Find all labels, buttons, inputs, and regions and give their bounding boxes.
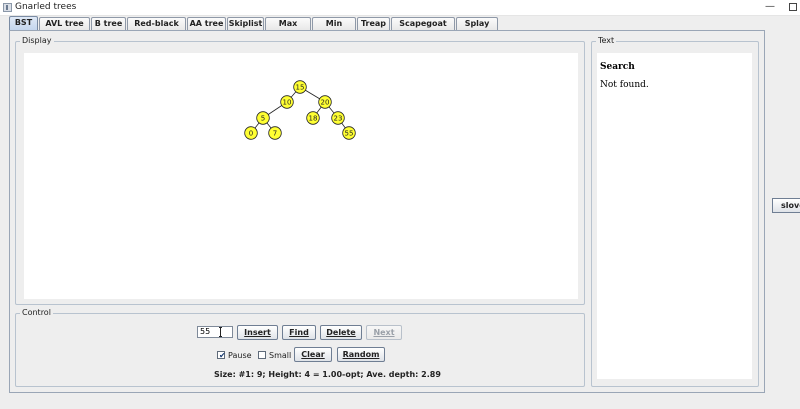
text-group-label: Text xyxy=(596,36,617,45)
tab-scapegoat-tree[interactable]: Scapegoat tree xyxy=(391,17,455,40)
tree-node-7: 7 xyxy=(268,126,282,140)
tree-node-circle xyxy=(318,95,332,109)
control-group-label: Control xyxy=(20,308,53,317)
tab-skiplist[interactable]: Skiplist xyxy=(227,17,264,30)
tree-node-18: 18 xyxy=(306,111,320,125)
slove-button[interactable]: slove xyxy=(772,198,800,213)
text-cursor-icon xyxy=(219,327,223,337)
tree-node-circle xyxy=(331,111,345,125)
clear-button[interactable]: Clear xyxy=(294,347,332,362)
title-bar: Gnarled trees — xyxy=(0,0,800,16)
checkmark-icon: ✔ xyxy=(219,351,226,360)
tree-stats: Size: #1: 9; Height: 4 = 1.00-opt; Ave. … xyxy=(214,370,441,379)
find-button[interactable]: Find xyxy=(282,325,316,340)
tree-node-0: 0 xyxy=(244,126,258,140)
delete-button[interactable]: Delete xyxy=(320,325,362,340)
tree-node-key: 10 xyxy=(283,98,292,106)
tree-node-key: 55 xyxy=(345,129,354,137)
next-button[interactable]: Next xyxy=(366,325,402,340)
text-message: Not found. xyxy=(600,80,649,90)
tab-red-black-tree[interactable]: Red-black tree xyxy=(127,17,186,40)
display-canvas xyxy=(24,53,578,299)
tree-node-key: 0 xyxy=(249,129,253,137)
tree-node-circle xyxy=(256,111,270,125)
tab-min-heap[interactable]: Min Heap xyxy=(312,17,356,40)
tree-node-circle xyxy=(306,111,320,125)
tab-treap[interactable]: Treap xyxy=(357,17,390,30)
tab-bst[interactable]: BST xyxy=(9,16,38,30)
display-group: Display xyxy=(15,36,585,305)
tab-b-tree[interactable]: B tree xyxy=(91,17,126,30)
tree-node-key: 15 xyxy=(296,83,305,91)
tree-node-key: 7 xyxy=(273,129,277,137)
tree-node-23: 23 xyxy=(331,111,345,125)
tree-node-circle xyxy=(268,126,282,140)
maximize-icon[interactable] xyxy=(786,1,800,13)
app-icon xyxy=(3,3,12,12)
tree-node-5: 5 xyxy=(256,111,270,125)
pause-label: Pause xyxy=(228,351,252,360)
tree-canvas: 15 10 20 5 18 23 0 7 55 xyxy=(244,80,356,140)
tab-splay-tree[interactable]: Splay tree xyxy=(456,17,498,40)
tree-node-15: 15 xyxy=(293,80,307,94)
tree-node-circle xyxy=(342,126,356,140)
tab-aa-tree[interactable]: AA tree xyxy=(187,17,226,30)
display-group-label: Display xyxy=(20,36,54,45)
small-check-box[interactable] xyxy=(258,351,266,359)
pause-check-box[interactable]: ✔ xyxy=(217,351,226,360)
window-title: Gnarled trees xyxy=(15,2,77,12)
random-button[interactable]: Random xyxy=(337,347,385,362)
tree-node-10: 10 xyxy=(280,95,294,109)
key-input[interactable]: 55 xyxy=(197,326,233,338)
tree-node-circle xyxy=(244,126,258,140)
tree-node-key: 23 xyxy=(334,114,343,122)
insert-button[interactable]: Insert xyxy=(237,325,278,340)
text-heading: Search xyxy=(600,62,635,72)
minimize-icon[interactable]: — xyxy=(765,1,775,12)
tree-node-key: 5 xyxy=(261,114,265,122)
text-group: Text xyxy=(591,36,759,387)
text-area: Search Not found. xyxy=(597,53,752,379)
tree-node-20: 20 xyxy=(318,95,332,109)
tree-node-circle xyxy=(293,80,307,94)
small-checkbox[interactable]: Small xyxy=(258,350,292,361)
tree-node-key: 20 xyxy=(321,98,330,106)
control-group: Control xyxy=(15,308,585,387)
tab-max-heap[interactable]: Max Heap xyxy=(265,17,311,40)
pause-checkbox[interactable]: ✔ Pause xyxy=(217,350,253,361)
tree-node-key: 18 xyxy=(309,114,318,122)
tab-avl-tree[interactable]: AVL tree xyxy=(39,17,90,30)
small-label: Small xyxy=(269,351,292,360)
tree-node-55: 55 xyxy=(342,126,356,140)
tree-node-circle xyxy=(280,95,294,109)
